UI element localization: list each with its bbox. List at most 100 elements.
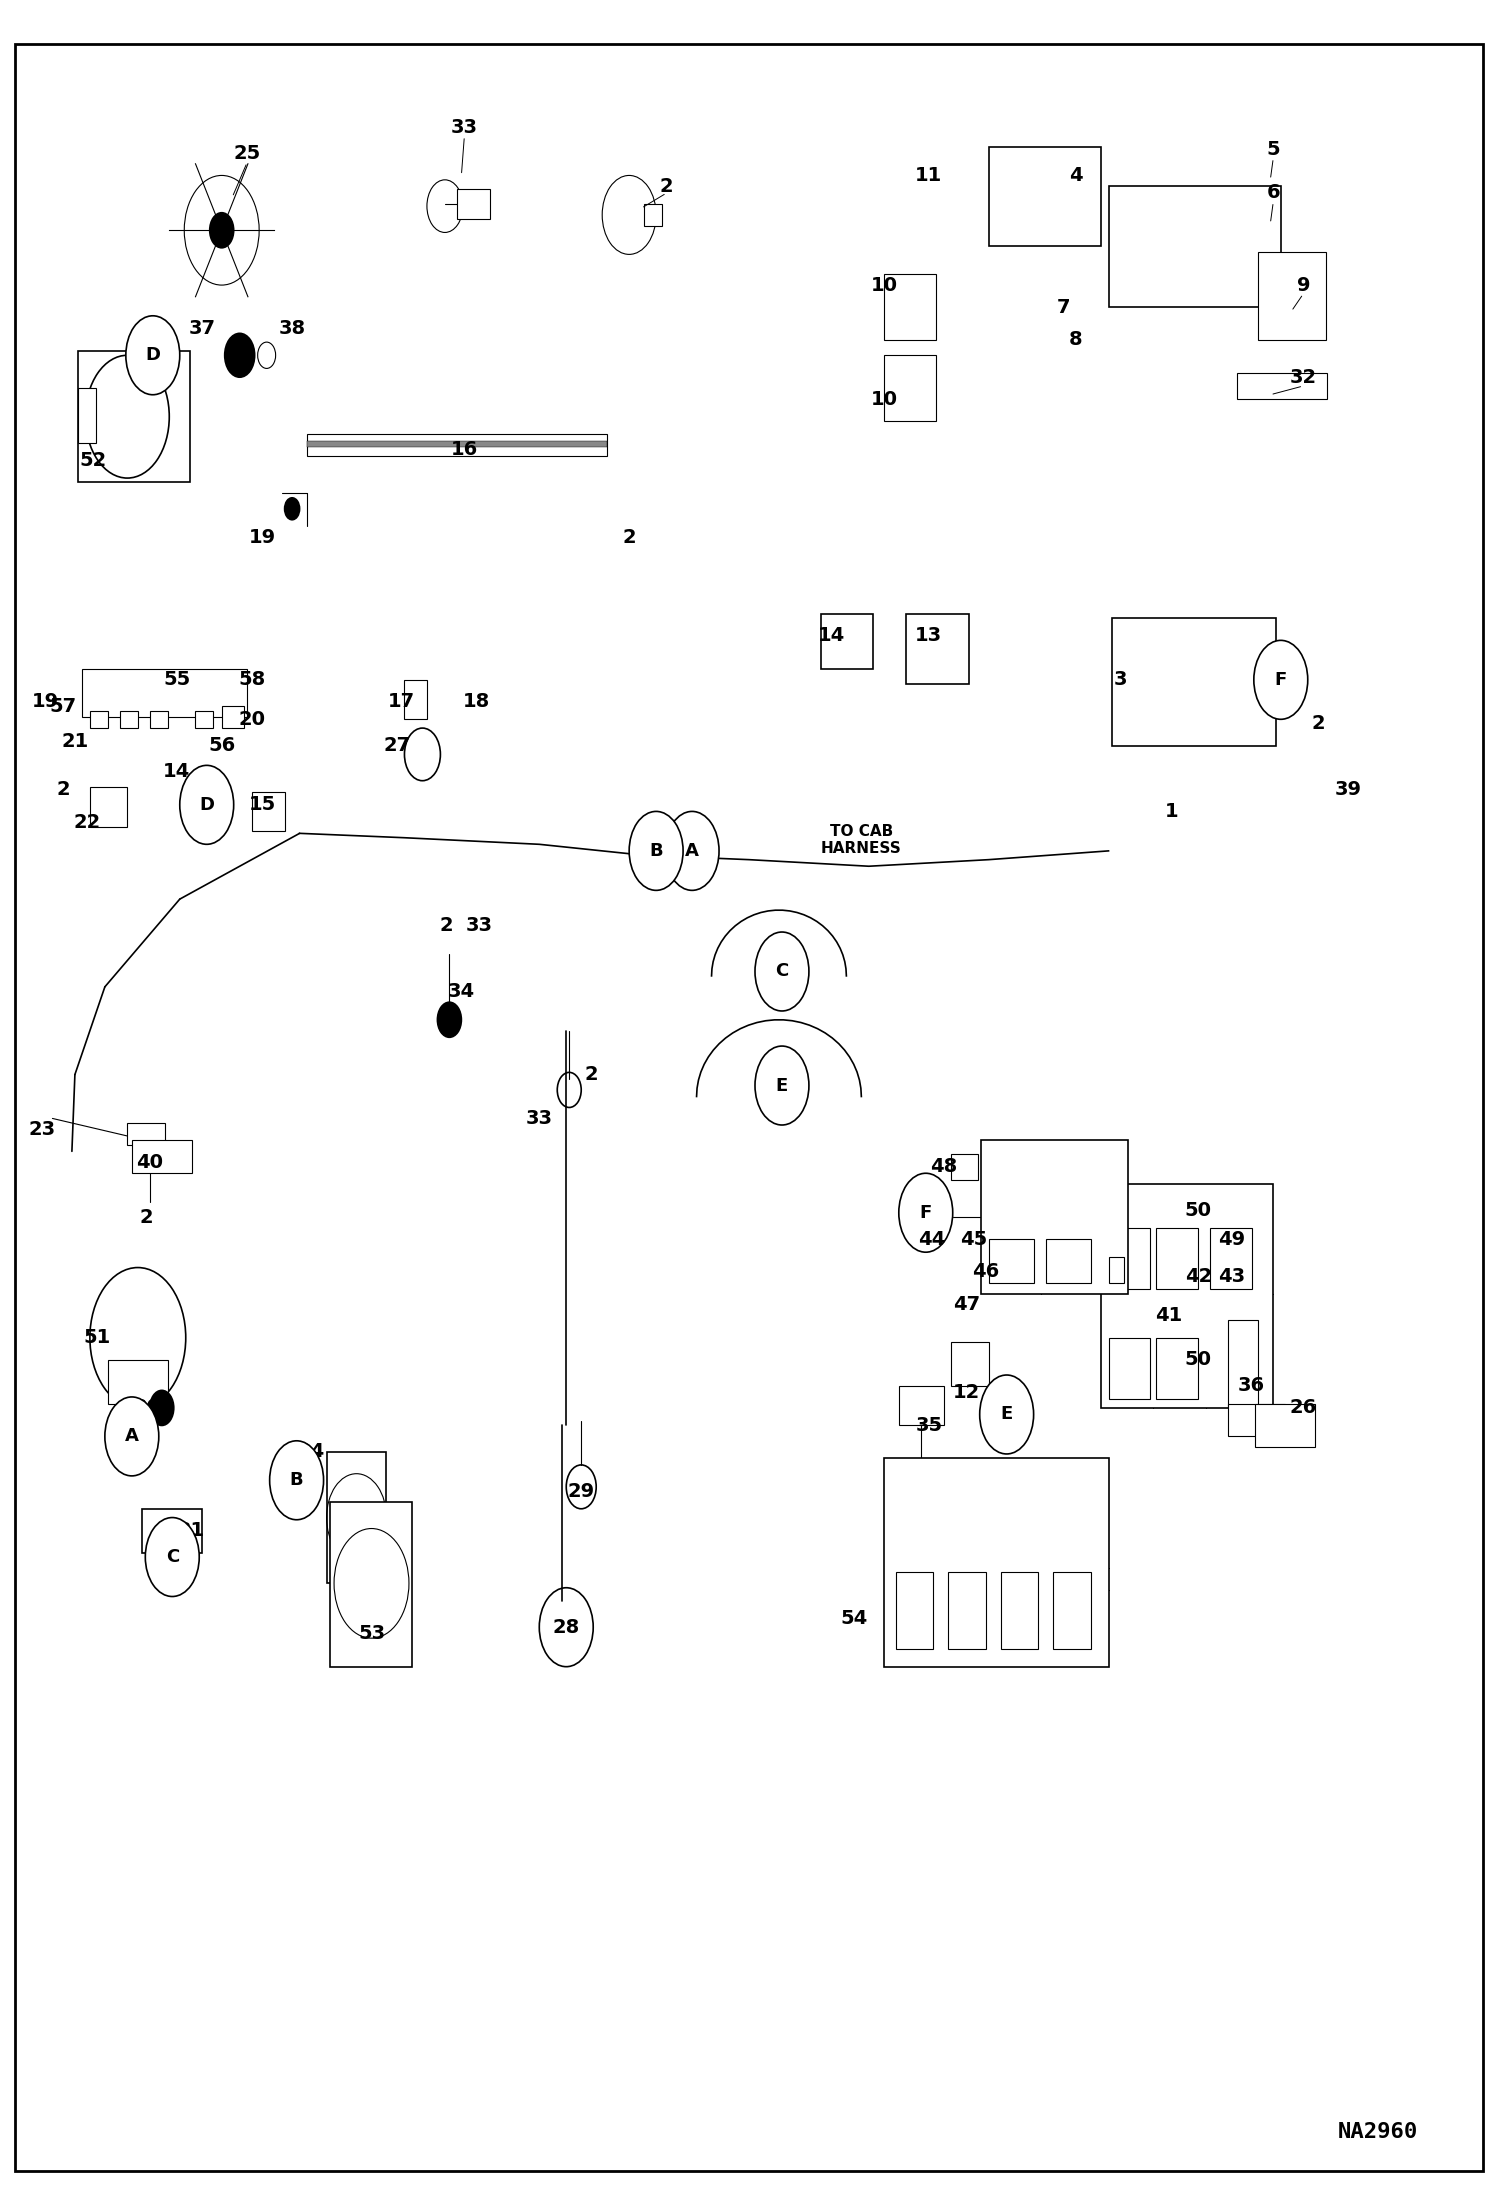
- Text: 19: 19: [249, 529, 276, 546]
- Text: A: A: [124, 1428, 139, 1445]
- Text: 39: 39: [1335, 781, 1362, 798]
- Bar: [1112, 618, 1276, 746]
- Text: 50: 50: [1185, 1351, 1212, 1368]
- Text: 51: 51: [84, 1329, 111, 1347]
- Bar: [307, 434, 607, 456]
- Text: 47: 47: [953, 1296, 980, 1314]
- Bar: [78, 388, 96, 443]
- Bar: [457, 189, 490, 219]
- Bar: [1109, 1257, 1124, 1283]
- Text: F: F: [920, 1204, 932, 1222]
- Text: B: B: [289, 1472, 304, 1489]
- Text: 33: 33: [466, 917, 493, 934]
- Text: A: A: [685, 842, 700, 860]
- Circle shape: [1254, 640, 1308, 719]
- Circle shape: [899, 1173, 953, 1252]
- Bar: [108, 1360, 168, 1404]
- Text: 37: 37: [189, 320, 216, 338]
- Text: 15: 15: [249, 796, 276, 814]
- Circle shape: [665, 811, 719, 890]
- Text: 43: 43: [1218, 1268, 1245, 1285]
- Text: E: E: [1001, 1406, 1013, 1423]
- Bar: [884, 1458, 1109, 1667]
- Bar: [90, 711, 108, 728]
- Bar: [195, 711, 213, 728]
- Bar: [150, 711, 168, 728]
- Bar: [1156, 1228, 1198, 1289]
- Circle shape: [258, 342, 276, 368]
- Circle shape: [126, 316, 180, 395]
- Text: 44: 44: [918, 1230, 945, 1248]
- Text: 34: 34: [448, 982, 475, 1000]
- Text: D: D: [145, 346, 160, 364]
- Text: 52: 52: [79, 452, 106, 469]
- Circle shape: [755, 1046, 809, 1125]
- Text: 10: 10: [870, 276, 897, 294]
- Text: 45: 45: [960, 1230, 987, 1248]
- Circle shape: [980, 1375, 1034, 1454]
- Circle shape: [755, 932, 809, 1011]
- Bar: [1053, 1572, 1091, 1649]
- Text: 16: 16: [451, 441, 478, 458]
- Bar: [951, 1342, 989, 1386]
- Text: 22: 22: [73, 814, 100, 831]
- Text: 11: 11: [915, 167, 942, 184]
- Text: NA2960: NA2960: [1338, 2121, 1419, 2143]
- Text: C: C: [166, 1548, 178, 1566]
- Text: 50: 50: [1185, 1202, 1212, 1219]
- Circle shape: [145, 1518, 199, 1597]
- Bar: [1258, 252, 1326, 340]
- Text: 2: 2: [659, 178, 674, 195]
- Bar: [989, 147, 1101, 246]
- Text: 18: 18: [463, 693, 490, 711]
- Text: D: D: [199, 796, 214, 814]
- Circle shape: [225, 333, 255, 377]
- Text: 13: 13: [915, 627, 942, 645]
- Bar: [90, 787, 127, 827]
- Text: 28: 28: [553, 1618, 580, 1636]
- Circle shape: [105, 1397, 159, 1476]
- Circle shape: [270, 1441, 324, 1520]
- Text: 40: 40: [136, 1154, 163, 1171]
- Bar: [1237, 373, 1327, 399]
- Bar: [142, 1509, 202, 1553]
- Circle shape: [150, 1390, 174, 1425]
- Text: 49: 49: [1218, 1230, 1245, 1248]
- Bar: [906, 614, 969, 684]
- Text: 57: 57: [49, 697, 76, 715]
- Bar: [1228, 1404, 1285, 1436]
- Text: 7: 7: [1056, 298, 1071, 316]
- Text: 29: 29: [568, 1482, 595, 1500]
- Text: 2: 2: [139, 1208, 154, 1226]
- Text: 1: 1: [1164, 803, 1179, 820]
- Text: 4: 4: [1068, 167, 1083, 184]
- Bar: [896, 1572, 933, 1649]
- Text: 33: 33: [526, 1110, 553, 1127]
- Text: TO CAB
HARNESS: TO CAB HARNESS: [821, 825, 902, 855]
- Text: F: F: [1275, 671, 1287, 689]
- Text: 9: 9: [1296, 276, 1311, 294]
- Circle shape: [210, 213, 234, 248]
- Bar: [1001, 1572, 1038, 1649]
- Text: 33: 33: [451, 118, 478, 136]
- Text: 41: 41: [1155, 1307, 1182, 1325]
- Text: 48: 48: [930, 1158, 957, 1175]
- Bar: [252, 792, 285, 831]
- Text: 42: 42: [1185, 1268, 1212, 1285]
- Text: 27: 27: [383, 737, 410, 754]
- Text: B: B: [649, 842, 664, 860]
- Text: 6: 6: [1266, 184, 1281, 202]
- Bar: [1046, 1239, 1091, 1283]
- Text: 14: 14: [163, 763, 190, 781]
- Bar: [821, 614, 873, 669]
- Bar: [127, 1123, 165, 1145]
- Text: 2: 2: [55, 781, 70, 798]
- Bar: [132, 1140, 192, 1173]
- Bar: [948, 1572, 986, 1649]
- Text: 26: 26: [1290, 1399, 1317, 1417]
- Bar: [1255, 1404, 1315, 1447]
- Text: 2: 2: [622, 529, 637, 546]
- Text: 46: 46: [972, 1263, 999, 1281]
- Text: 2: 2: [439, 917, 454, 934]
- Text: C: C: [776, 963, 788, 980]
